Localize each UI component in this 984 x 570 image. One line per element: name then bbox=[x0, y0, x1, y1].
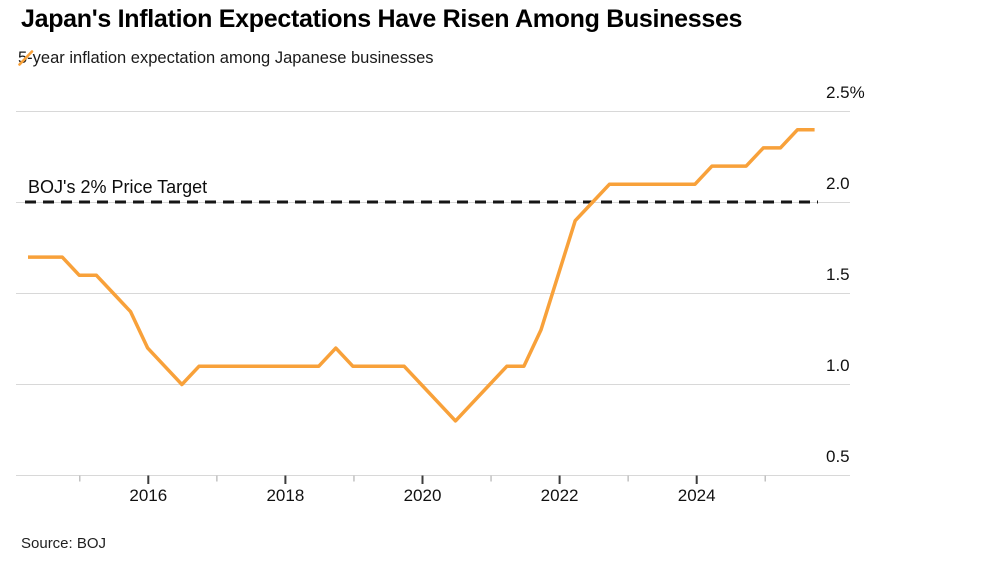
y-axis-label: 0.5 bbox=[826, 446, 850, 466]
x-axis-label: 2020 bbox=[403, 486, 442, 505]
legend-slash-icon bbox=[18, 50, 34, 66]
legend-label: 5-year inflation expectation among Japan… bbox=[18, 49, 434, 67]
legend: 5-year inflation expectation among Japan… bbox=[18, 49, 434, 68]
y-axis-label: 2.5% bbox=[826, 82, 865, 102]
x-axis-label: 2022 bbox=[540, 486, 579, 505]
target-annotation: BOJ's 2% Price Target bbox=[28, 177, 208, 197]
x-axis-label: 2018 bbox=[266, 486, 305, 505]
y-axis-label: 1.0 bbox=[826, 355, 850, 375]
inflation-expectation-line bbox=[28, 127, 815, 423]
source-note: Source: BOJ bbox=[21, 535, 107, 552]
x-axis-label: 2024 bbox=[677, 486, 716, 505]
y-axis-label: 2.0 bbox=[826, 173, 850, 193]
chart-title: Japan's Inflation Expectations Have Rise… bbox=[21, 5, 743, 33]
y-axis-label: 1.5 bbox=[826, 264, 850, 284]
x-axis-label: 2016 bbox=[129, 486, 168, 505]
